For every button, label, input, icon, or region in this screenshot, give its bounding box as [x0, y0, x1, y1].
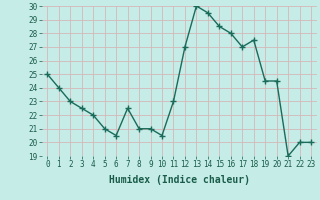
X-axis label: Humidex (Indice chaleur): Humidex (Indice chaleur) — [109, 175, 250, 185]
